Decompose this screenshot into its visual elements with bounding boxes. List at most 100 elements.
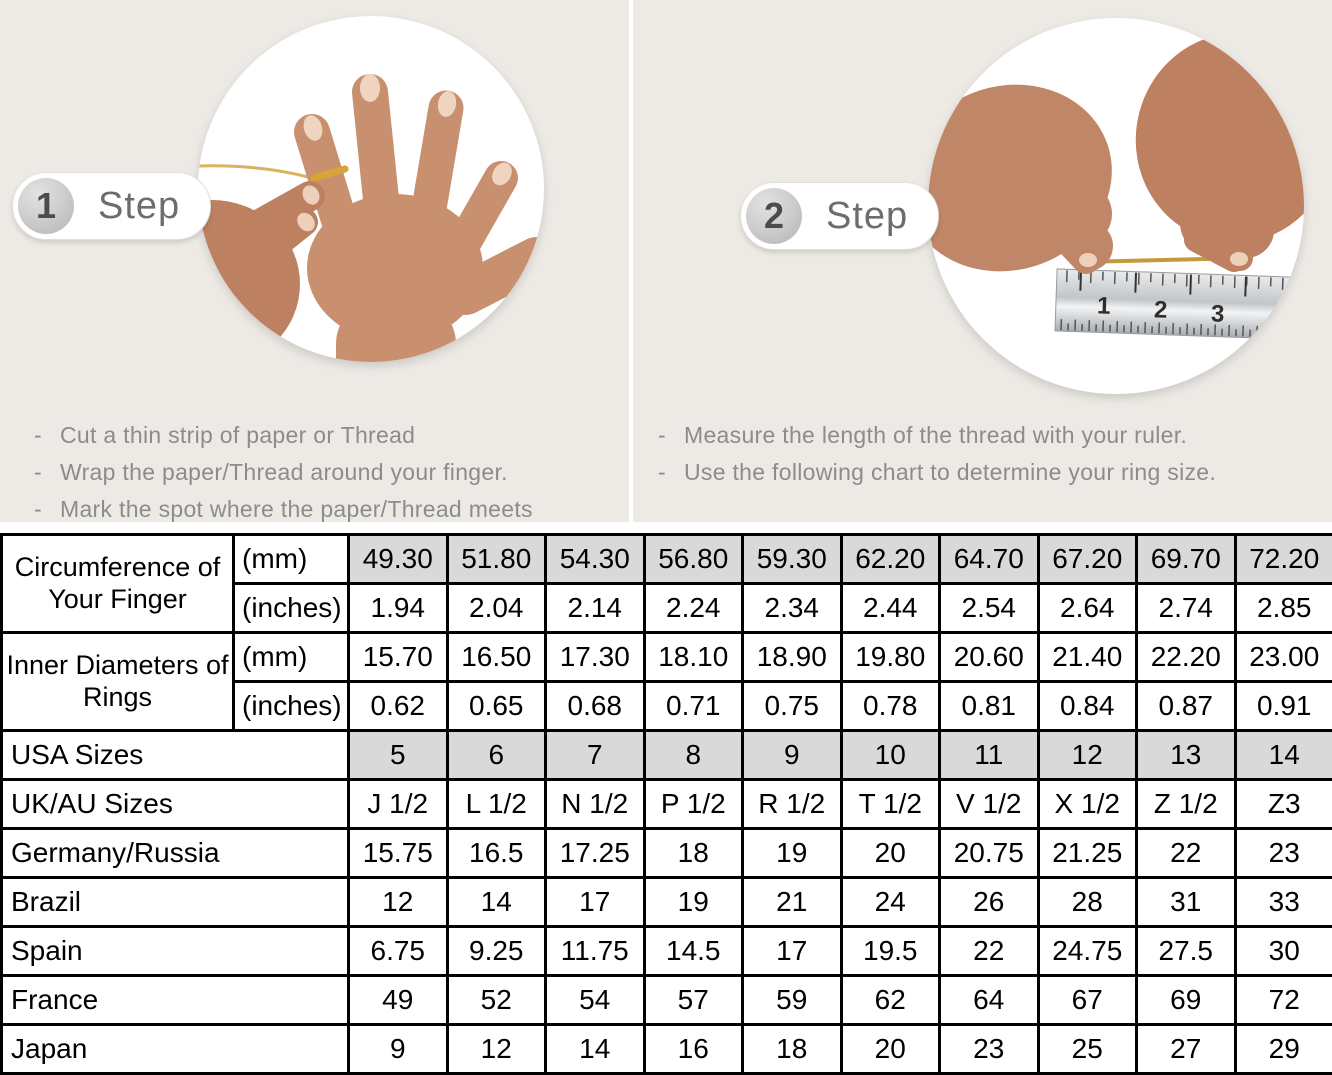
size-value-cell: 17 [741, 925, 843, 977]
size-value-cell: 25 [1036, 1023, 1138, 1075]
size-value-cell: 18.90 [741, 631, 843, 683]
size-value-cell: 12 [1036, 729, 1138, 781]
size-value-cell: 18 [741, 1023, 843, 1075]
size-value-cell: 67.20 [1036, 533, 1138, 585]
instruction-text: Use the following chart to determine you… [684, 459, 1217, 485]
size-value-cell: 19.80 [839, 631, 941, 683]
ruler: 1 2 3 [1054, 268, 1304, 341]
size-value-cell: 27.5 [1135, 925, 1237, 977]
instruction-text: Cut a thin strip of paper or Thread [60, 422, 416, 448]
size-value-cell: 2.74 [1135, 582, 1237, 634]
ruler-number-3: 3 [1210, 300, 1224, 327]
size-value-cell: 14 [1233, 729, 1332, 781]
size-value-cell: 6.75 [347, 925, 449, 977]
instruction-line: - Cut a thin strip of paper or Thread [34, 420, 533, 450]
size-value-cell: 2.64 [1036, 582, 1138, 634]
region-label: Brazil [0, 876, 350, 928]
size-value-cell: 17.25 [544, 827, 646, 879]
bullet-dash: - [658, 422, 666, 448]
region-label: USA Sizes [0, 729, 350, 781]
table-row: Inner Diameters of Rings (mm) 15.70 16.50 17… [0, 631, 1332, 732]
size-value-cell: 2.34 [741, 582, 843, 634]
size-value-cell: 20 [839, 1023, 941, 1075]
table-row: (inches) 0.62 0.65 0.68 0.71 0.75 0.78 0.81 0.84… [2, 680, 1332, 732]
size-value-cell: X 1/2 [1036, 778, 1138, 830]
size-value-cell: 22.20 [1135, 631, 1237, 683]
size-value-cell: 18 [642, 827, 744, 879]
size-value-cell: 0.68 [544, 680, 646, 732]
row-group-label: Inner Diameters of Rings [0, 631, 235, 732]
size-value-cell: 20.75 [938, 827, 1040, 879]
size-value-cell: 49.30 [347, 533, 449, 585]
table-row: UK/AU Sizes J 1/2 L 1/2 N 1/2 P 1/2 R 1/2 T 1/… [0, 778, 1332, 830]
size-value-cell: 0.62 [347, 680, 449, 732]
size-value-cell: 18.10 [642, 631, 744, 683]
instruction-text: Measure the length of the thread with yo… [684, 422, 1188, 448]
size-value-cell: 2.54 [938, 582, 1040, 634]
size-value-cell: 2.14 [544, 582, 646, 634]
size-value-cell: 54.30 [544, 533, 646, 585]
size-value-cell: 22 [938, 925, 1040, 977]
size-value-cell: 22 [1135, 827, 1237, 879]
size-value-cell: 0.84 [1036, 680, 1138, 732]
instruction-text: Wrap the paper/Thread around your finger… [60, 459, 508, 485]
size-value-cell: 2.85 [1233, 582, 1332, 634]
size-value-cell: 6 [445, 729, 547, 781]
size-value-cell: 24.75 [1036, 925, 1138, 977]
instruction-line: - Wrap the paper/Thread around your finge… [34, 457, 533, 487]
size-value-cell: L 1/2 [445, 778, 547, 830]
size-value-cell: 5 [347, 729, 449, 781]
size-value-cell: 59.30 [741, 533, 843, 585]
ruler-number-2: 2 [1154, 296, 1168, 323]
size-value-cell: 11 [938, 729, 1040, 781]
size-value-cell: 0.81 [938, 680, 1040, 732]
size-value-cell: 17.30 [544, 631, 646, 683]
size-value-cell: 59 [741, 974, 843, 1026]
size-value-cell: 30 [1233, 925, 1332, 977]
size-value-cell: 9 [741, 729, 843, 781]
size-value-cell: 28 [1036, 876, 1138, 928]
step1-instructions: - Cut a thin strip of paper or Thread - Wra… [34, 420, 533, 531]
instruction-text: Mark the spot where the paper/Thread mee… [60, 496, 533, 522]
step2-badge: 2 Step [740, 182, 940, 250]
size-value-cell: Z3 [1233, 778, 1332, 830]
table-row: Circumference of Your Finger (mm) 49.30 51.… [0, 533, 1332, 634]
size-value-cell: R 1/2 [741, 778, 843, 830]
size-value-cell: 2.24 [642, 582, 744, 634]
size-value-cell: 10 [839, 729, 941, 781]
size-value-cell: 21 [741, 876, 843, 928]
ring-size-table: Circumference of Your Finger (mm) 49.30 51.… [0, 533, 1332, 1075]
size-value-cell: 52 [445, 974, 547, 1026]
table-row: (inches) 1.94 2.04 2.14 2.24 2.34 2.44 2.54 2.64… [2, 582, 1332, 634]
table-row: Japan 9 12 14 16 18 20 23 25 27 29 [0, 1023, 1332, 1075]
size-value-cell: P 1/2 [642, 778, 744, 830]
size-value-cell: 23.00 [1233, 631, 1332, 683]
size-value-cell: 14 [544, 1023, 646, 1075]
size-value-cell: 9 [347, 1023, 449, 1075]
size-value-cell: 20.60 [938, 631, 1040, 683]
unit-label: (inches) [232, 582, 350, 634]
size-value-cell: 1.94 [347, 582, 449, 634]
instruction-line: - Use the following chart to determine yo… [658, 457, 1216, 487]
size-value-cell: 51.80 [445, 533, 547, 585]
size-value-cell: V 1/2 [938, 778, 1040, 830]
size-value-cell: 2.44 [839, 582, 941, 634]
size-value-cell: 15.70 [347, 631, 449, 683]
step-number-circle: 2 [746, 188, 802, 244]
bullet-dash: - [34, 496, 42, 522]
row-group-label: Circumference of Your Finger [0, 533, 235, 634]
size-value-cell: 24 [839, 876, 941, 928]
size-value-cell: 0.87 [1135, 680, 1237, 732]
size-value-cell: 54 [544, 974, 646, 1026]
table-row: France 49 52 54 57 59 62 64 67 69 72 [0, 974, 1332, 1026]
size-value-cell: 19 [741, 827, 843, 879]
size-value-cell: N 1/2 [544, 778, 646, 830]
instruction-line: - Measure the length of the thread with y… [658, 420, 1216, 450]
size-value-cell: 19.5 [839, 925, 941, 977]
size-value-cell: 7 [544, 729, 646, 781]
size-value-cell: Z 1/2 [1135, 778, 1237, 830]
size-value-cell: 8 [642, 729, 744, 781]
thread-on-ruler-illustration: 1 2 3 [928, 33, 1304, 341]
step-number-circle: 1 [18, 178, 74, 234]
